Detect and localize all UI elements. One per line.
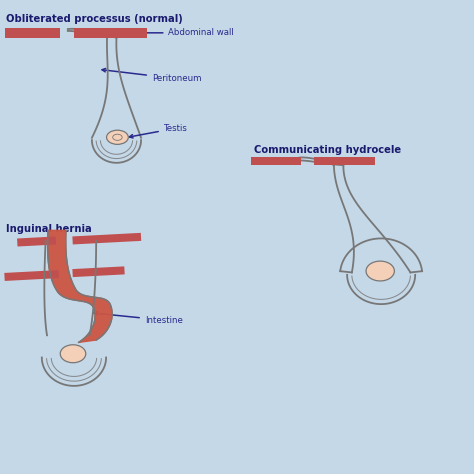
Polygon shape: [334, 165, 415, 304]
Text: Peritoneum: Peritoneum: [102, 68, 201, 83]
Polygon shape: [17, 237, 56, 246]
Polygon shape: [48, 230, 112, 342]
Ellipse shape: [60, 345, 86, 363]
Polygon shape: [74, 28, 147, 37]
Polygon shape: [251, 156, 301, 165]
Polygon shape: [92, 37, 141, 163]
Polygon shape: [4, 270, 59, 281]
Text: Inguinal hernia: Inguinal hernia: [6, 224, 92, 234]
Text: Intestine: Intestine: [94, 312, 182, 325]
Text: Testis: Testis: [129, 124, 188, 138]
Polygon shape: [314, 156, 375, 165]
Text: Communicating hydrocele: Communicating hydrocele: [254, 145, 401, 155]
Polygon shape: [5, 28, 60, 37]
Polygon shape: [42, 241, 106, 386]
Polygon shape: [73, 233, 141, 245]
Text: Obliterated processus (normal): Obliterated processus (normal): [6, 14, 183, 24]
Ellipse shape: [113, 134, 122, 140]
Text: Abdominal wall: Abdominal wall: [78, 28, 234, 37]
Polygon shape: [73, 266, 125, 277]
Ellipse shape: [366, 261, 394, 281]
Ellipse shape: [107, 130, 128, 145]
